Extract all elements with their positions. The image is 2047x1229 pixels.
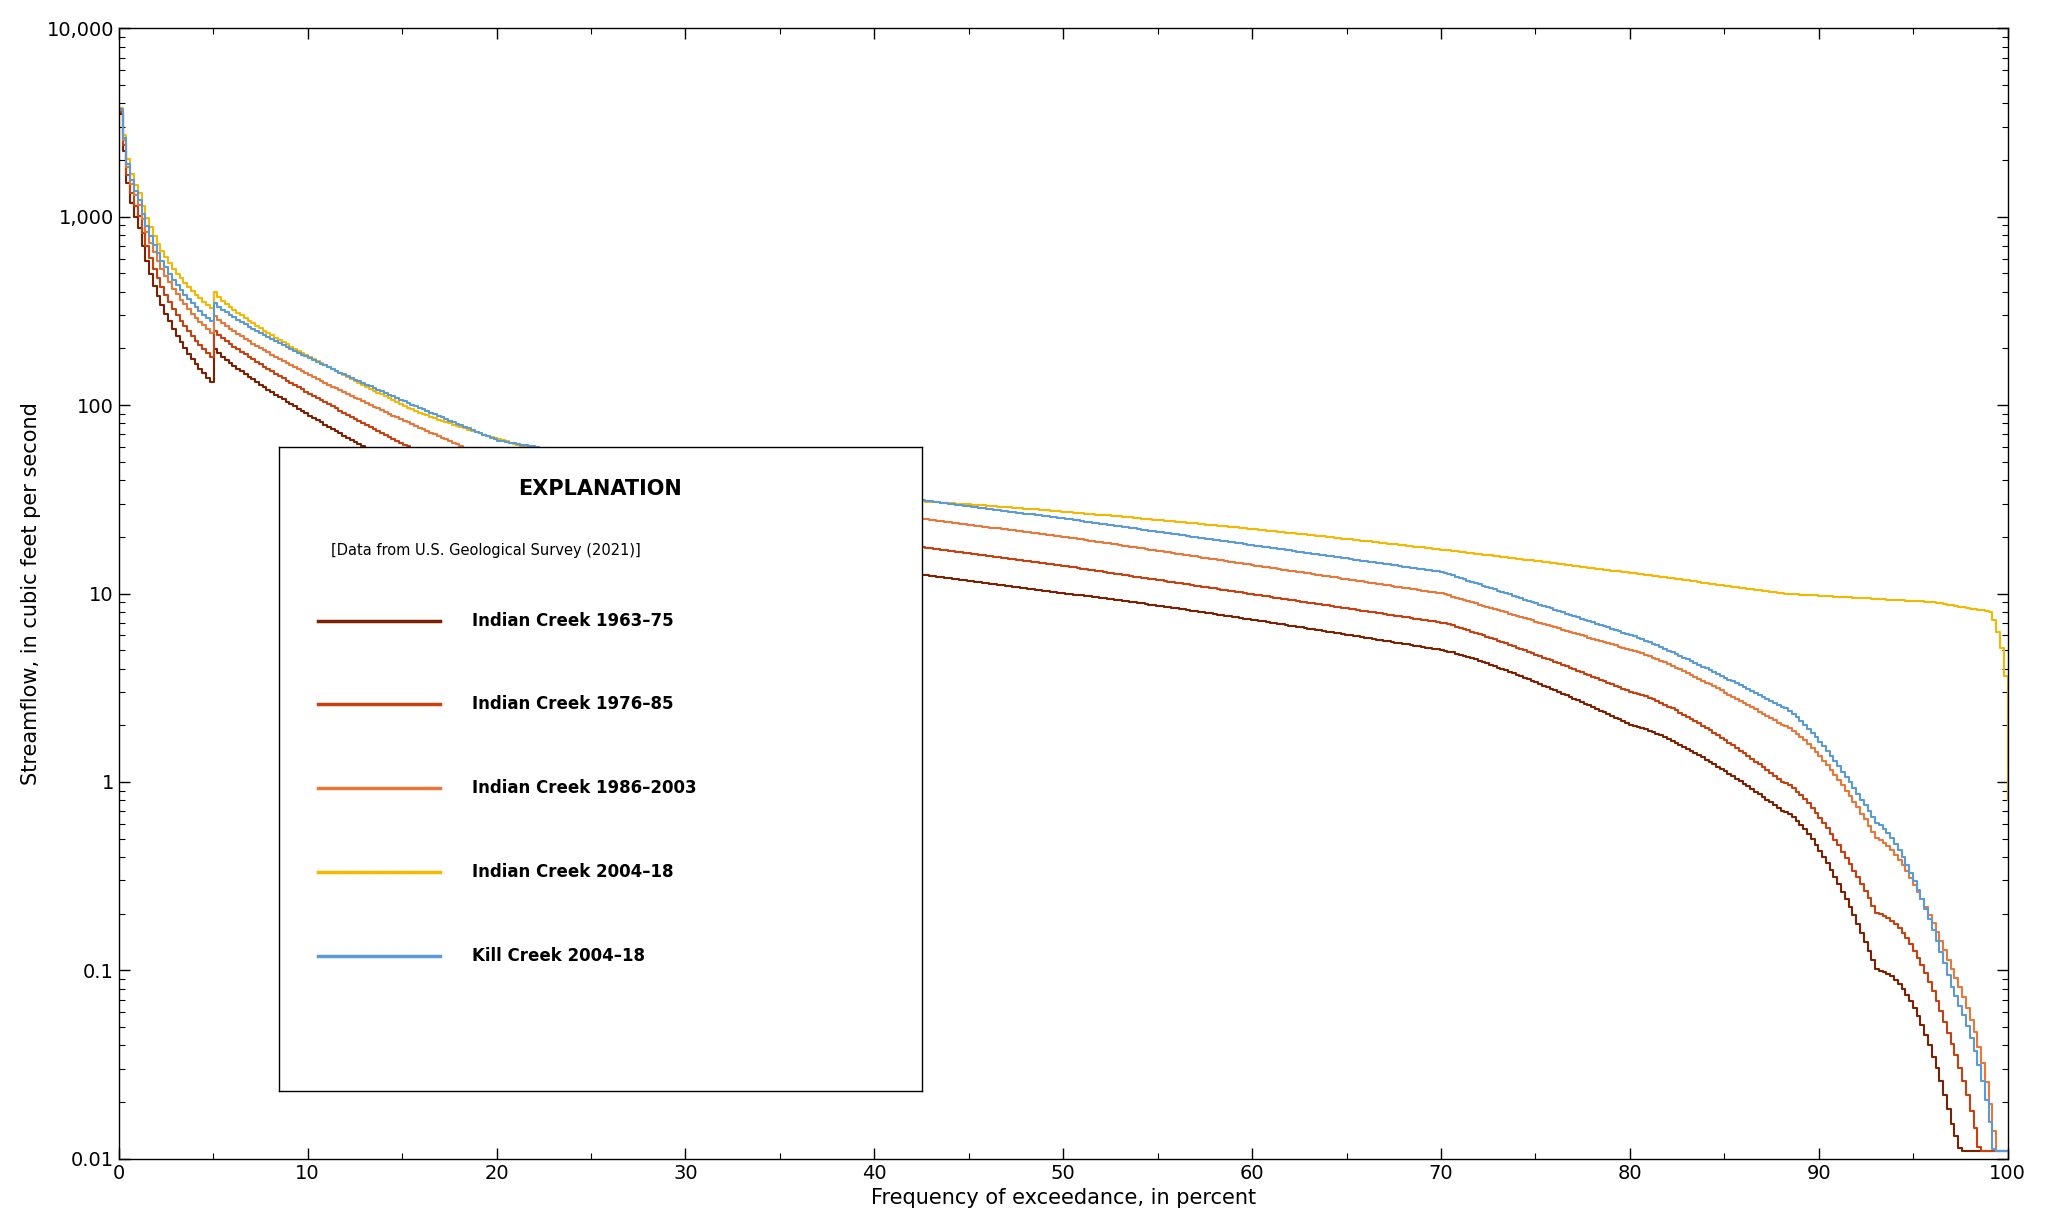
Indian Creek 1976–85 [1996, 1143, 2020, 1158]
Indian Creek 1963–75 [1208, 608, 1232, 623]
X-axis label: Frequency of exceedance, in percent: Frequency of exceedance, in percent [870, 1188, 1255, 1208]
Indian Creek 2004–18 [1208, 519, 1232, 533]
Line: Indian Creek 1963–75: Indian Creek 1963–75 [119, 114, 2008, 1150]
Indian Creek 1986–2003 [1425, 585, 1449, 600]
Kill Creek 2004–18 [1996, 1143, 2020, 1158]
Kill Creek 2004–18 [1799, 725, 1824, 740]
Indian Creek 1986–2003 [106, 102, 131, 117]
Indian Creek 1976–85 [262, 366, 287, 381]
Indian Creek 1976–85 [1799, 800, 1824, 815]
Line: Indian Creek 1986–2003: Indian Creek 1986–2003 [119, 109, 2008, 1150]
Indian Creek 1976–85 [1969, 1143, 1994, 1158]
Indian Creek 2004–18 [1799, 587, 1824, 602]
Kill Creek 2004–18 [106, 101, 131, 116]
Indian Creek 1986–2003 [1984, 1143, 2008, 1158]
Indian Creek 1963–75 [1625, 719, 1650, 734]
Kill Creek 2004–18 [1984, 1143, 2008, 1158]
Indian Creek 2004–18 [1625, 567, 1650, 581]
Kill Creek 2004–18 [1208, 533, 1232, 548]
Kill Creek 2004–18 [262, 334, 287, 349]
Y-axis label: Streamflow, in cubic feet per second: Streamflow, in cubic feet per second [20, 402, 41, 785]
Indian Creek 1976–85 [1625, 686, 1650, 701]
Indian Creek 1986–2003 [1625, 644, 1650, 659]
Indian Creek 2004–18 [1844, 590, 1869, 605]
Indian Creek 1963–75 [262, 387, 287, 402]
Kill Creek 2004–18 [1425, 564, 1449, 579]
Line: Indian Creek 1976–85: Indian Creek 1976–85 [119, 112, 2008, 1150]
Indian Creek 1976–85 [106, 104, 131, 119]
Indian Creek 1963–75 [106, 107, 131, 122]
Indian Creek 1963–75 [1951, 1143, 1975, 1158]
Indian Creek 1976–85 [1425, 614, 1449, 629]
Line: Indian Creek 2004–18: Indian Creek 2004–18 [119, 107, 2008, 800]
Indian Creek 2004–18 [1425, 542, 1449, 557]
Line: Kill Creek 2004–18: Kill Creek 2004–18 [119, 108, 2008, 1150]
Indian Creek 1986–2003 [1799, 740, 1824, 755]
Indian Creek 2004–18 [106, 100, 131, 114]
Kill Creek 2004–18 [1625, 629, 1650, 644]
Kill Creek 2004–18 [1844, 787, 1869, 801]
Indian Creek 1986–2003 [1208, 553, 1232, 568]
Indian Creek 1963–75 [1425, 642, 1449, 656]
Indian Creek 1963–75 [1799, 832, 1824, 847]
Indian Creek 1963–75 [1844, 917, 1869, 932]
Indian Creek 1963–75 [1996, 1143, 2020, 1158]
Indian Creek 1976–85 [1844, 870, 1869, 885]
Indian Creek 1986–2003 [1996, 1143, 2020, 1158]
Indian Creek 1976–85 [1208, 583, 1232, 597]
Indian Creek 2004–18 [1996, 793, 2020, 807]
Indian Creek 1986–2003 [262, 349, 287, 364]
Indian Creek 2004–18 [262, 331, 287, 345]
Indian Creek 1986–2003 [1844, 800, 1869, 815]
